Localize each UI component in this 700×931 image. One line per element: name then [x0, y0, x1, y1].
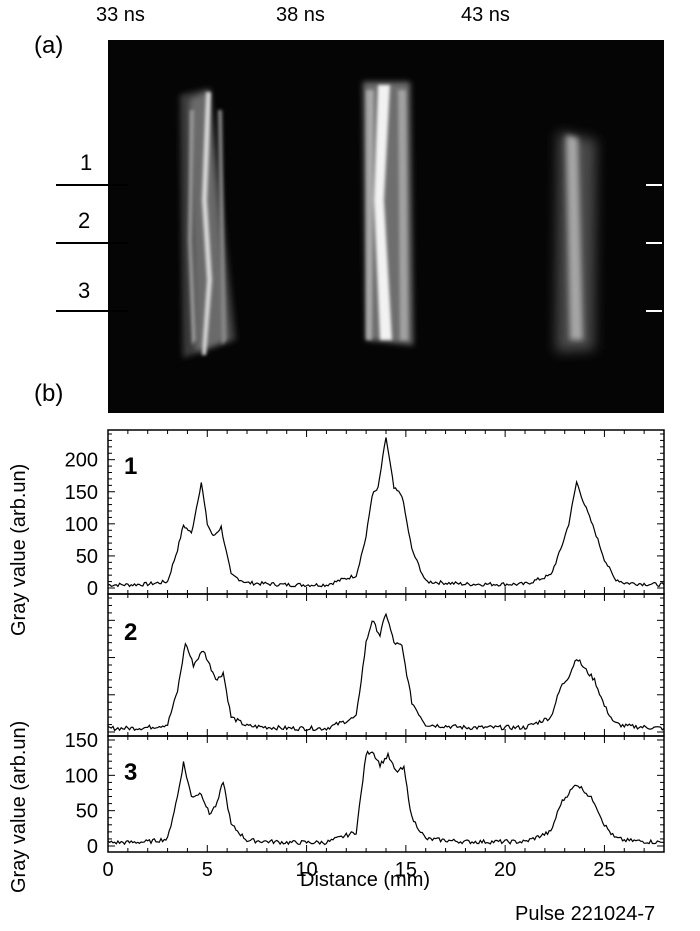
plot-frame-1	[107, 429, 665, 595]
x-tick-label: 15	[395, 859, 417, 881]
series-line-1	[107, 437, 665, 588]
plot-panel-number: 1	[124, 453, 137, 480]
time-label-43ns: 43 ns	[461, 4, 510, 26]
row-marker-2-left	[56, 242, 128, 244]
series-line-3	[107, 750, 665, 846]
panel-a-label: (a)	[34, 32, 64, 59]
x-tick-label: 0	[102, 859, 113, 881]
y-tick-label: 0	[87, 836, 98, 858]
y-tick-label: 200	[65, 450, 98, 472]
panel-b-label: (b)	[34, 380, 64, 407]
row-marker-1-right	[646, 184, 662, 186]
row-label-1: 1	[80, 150, 93, 175]
y-tick-label: 150	[65, 482, 98, 504]
row-marker-3-left	[56, 310, 128, 312]
row-label-3: 3	[78, 278, 91, 303]
x-tick-label: 20	[494, 859, 516, 881]
x-tick-label: 10	[295, 859, 317, 881]
row-marker-1-left	[56, 184, 128, 186]
plot-panel-number: 2	[124, 619, 137, 646]
plot-panel-number: 3	[124, 759, 137, 786]
y-tick-label: 50	[76, 546, 98, 568]
time-label-33ns: 33 ns	[96, 4, 145, 26]
y-tick-label: 0	[87, 578, 98, 600]
x-axis-label: Distance (mm)	[300, 869, 431, 891]
y-tick-label: 100	[65, 765, 98, 787]
row-marker-3-right	[646, 310, 662, 312]
y-tick-label: 100	[65, 514, 98, 536]
y-tick-label: 150	[65, 730, 98, 752]
pulse-label: Pulse 221024-7	[515, 903, 656, 925]
y-tick-label: 50	[76, 801, 98, 823]
time-label-38ns: 38 ns	[276, 4, 325, 26]
x-tick-label: 25	[593, 859, 615, 881]
row-label-2: 2	[78, 208, 91, 233]
row-marker-2-right	[646, 242, 662, 244]
x-tick-label: 5	[202, 859, 213, 881]
streak-photograph	[108, 40, 664, 413]
series-line-2	[107, 612, 665, 732]
